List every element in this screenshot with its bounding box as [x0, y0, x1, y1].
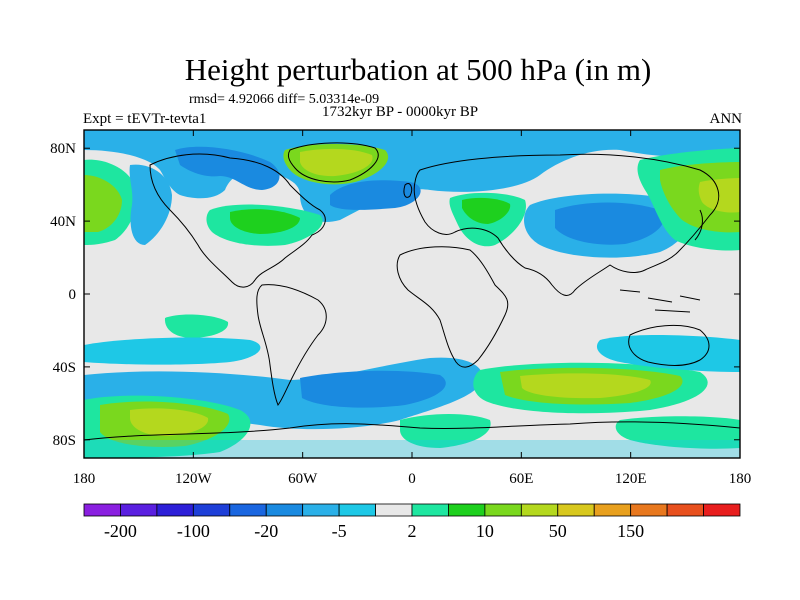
coast-indonesia — [619, 289, 701, 313]
north-pacific-positive-east-peak — [698, 178, 740, 213]
colorbar-label: 50 — [549, 521, 567, 541]
y-tick-label: 40S — [53, 360, 76, 376]
colorbar-swatch — [520, 503, 559, 517]
colorbar-swatch — [557, 503, 595, 517]
colorbar-swatch — [302, 503, 340, 517]
colorbar-swatch — [593, 503, 632, 517]
x-tick-label: 120W — [175, 471, 213, 487]
rmsd-diff-label: rmsd= 4.92066 diff= 5.03314e-09 — [189, 92, 380, 107]
north-pacific-positive-west-core — [84, 175, 122, 232]
colorbar-label: 2 — [408, 521, 417, 541]
greenland-positive-core — [300, 148, 373, 177]
colorbar-swatch — [338, 503, 376, 517]
coast-south-america — [256, 284, 327, 406]
antarctic-positive-patches-east — [615, 416, 740, 449]
coast-australia — [628, 325, 710, 366]
map-title: Height perturbation at 500 hPa (in m) — [184, 52, 652, 87]
x-axis: 180 120W 60W 0 60E 120E 180 — [73, 130, 752, 487]
coast-antarctica — [84, 421, 740, 441]
experiment-label: Expt = tEVTr-tevta1 — [83, 111, 207, 127]
colorbar-swatch — [448, 503, 486, 517]
y-tick-label: 80S — [53, 433, 76, 449]
colorbar-label: -20 — [254, 521, 278, 541]
x-tick-label: 60E — [509, 471, 533, 487]
coastlines — [84, 142, 740, 441]
south-atlantic-negative-core — [300, 370, 446, 408]
y-tick-label: 0 — [69, 287, 77, 303]
colorbar-label: 10 — [476, 521, 494, 541]
season-label: ANN — [709, 111, 743, 127]
south-indian-positive-peak — [520, 373, 651, 399]
colorbar-swatch — [192, 503, 231, 517]
antarctic-negative-band — [84, 440, 740, 458]
colorbar-swatch — [83, 503, 121, 517]
colorbar-label: -5 — [332, 521, 347, 541]
y-tick-label: 80N — [50, 141, 76, 157]
arctic-negative-band — [84, 130, 740, 222]
colorbar-swatch — [666, 503, 704, 517]
colorbar-swatch — [229, 503, 267, 517]
tropical-pacific-negative-band — [84, 337, 261, 365]
colorbar-label: -200 — [104, 521, 137, 541]
colorbar-swatch — [411, 503, 449, 517]
x-tick-label: 180 — [729, 471, 752, 487]
greenland-negative-core — [175, 146, 280, 190]
tropical-pacific-positive — [164, 314, 229, 338]
antarctic-positive-patches — [400, 414, 491, 448]
colorbar-swatch — [703, 503, 741, 517]
coast-uk — [403, 182, 413, 198]
colorbar-swatch — [120, 503, 158, 517]
coast-japan — [694, 209, 703, 241]
south-pacific-positive-peak — [130, 408, 209, 436]
y-axis: 80N 40N 0 40S 80S — [50, 141, 740, 449]
colorbar-label: 150 — [617, 521, 644, 541]
asia-negative-core — [555, 202, 664, 245]
coast-greenland — [287, 142, 379, 183]
coast-north-america — [149, 153, 326, 288]
x-tick-label: 0 — [408, 471, 416, 487]
coast-eurasia — [413, 153, 720, 296]
x-tick-label: 60W — [288, 471, 318, 487]
europe-positive-core — [462, 197, 511, 224]
time-period-label: 1732kyr BP - 0000kyr BP — [322, 104, 479, 120]
x-tick-label: 120E — [615, 471, 647, 487]
contour-field — [84, 130, 740, 458]
north-america-positive-core — [230, 209, 300, 234]
colorbar-swatch — [630, 503, 668, 517]
colorbar-label: -100 — [177, 521, 210, 541]
colorbar-swatch — [265, 503, 304, 517]
north-pacific-negative-west — [129, 164, 172, 245]
colorbar-swatch — [375, 503, 413, 517]
y-tick-label: 40N — [50, 214, 76, 230]
x-tick-label: 180 — [73, 471, 96, 487]
colorbar: -200 -100 -20 -5 2 10 50 150 — [83, 503, 741, 541]
colorbar-swatch — [156, 503, 194, 517]
south-australia-negative — [596, 335, 740, 372]
coast-africa — [396, 246, 509, 368]
colorbar-swatch — [484, 503, 522, 517]
north-atlantic-negative-core — [330, 180, 421, 210]
